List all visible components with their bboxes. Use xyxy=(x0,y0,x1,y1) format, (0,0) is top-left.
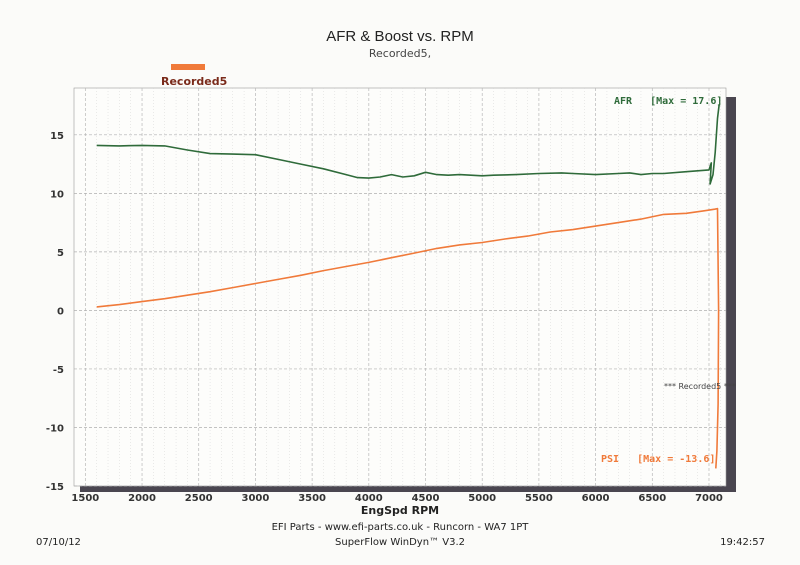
footer-date: 07/10/12 xyxy=(36,537,81,548)
y-tick-label: 15 xyxy=(50,131,64,142)
x-tick-label: 6500 xyxy=(638,493,666,504)
footer-line-2: SuperFlow WinDyn™ V3.2 xyxy=(335,537,465,548)
y-tick-label: -15 xyxy=(46,482,64,493)
x-axis-ticks: 1500 2000 2500 3000 3500 4000 4500 5000 5500 6000… xyxy=(71,493,723,504)
recorded-annotation: *** Recorded5 *** xyxy=(664,382,736,391)
x-tick-label: 5000 xyxy=(468,493,496,504)
legend-label: Recorded5 xyxy=(161,75,227,88)
x-tick-label: 6000 xyxy=(582,493,610,504)
x-tick-label: 2000 xyxy=(128,493,156,504)
x-tick-label: 2500 xyxy=(185,493,213,504)
chart-title: AFR & Boost vs. RPM xyxy=(326,28,474,45)
x-tick-label: 3500 xyxy=(298,493,326,504)
y-tick-label: -5 xyxy=(53,365,64,376)
plot-shadow xyxy=(726,97,736,489)
y-tick-label: 10 xyxy=(50,189,64,200)
y-tick-label: 0 xyxy=(57,306,64,317)
afr-series-label: AFR [Max = 17.6] xyxy=(614,96,722,107)
series-line-psi xyxy=(96,207,720,469)
y-tick-label: 5 xyxy=(57,248,64,259)
footer-time: 19:42:57 xyxy=(720,537,765,548)
plot-area xyxy=(73,87,727,487)
legend-swatch xyxy=(171,64,205,70)
footer-line-1: EFI Parts - www.efi-parts.co.uk - Runcor… xyxy=(272,522,530,533)
series-line-afr xyxy=(96,104,720,185)
x-tick-label: 5500 xyxy=(525,493,553,504)
x-tick-label: 7000 xyxy=(695,493,723,504)
x-tick-label: 4000 xyxy=(355,493,383,504)
plot-shadow-bottom xyxy=(80,486,736,492)
psi-series-label: PSI [Max = -13.6] xyxy=(601,454,715,465)
x-axis-label: EngSpd RPM xyxy=(361,504,439,517)
x-tick-label: 3000 xyxy=(242,493,270,504)
x-tick-label: 1500 xyxy=(71,493,99,504)
chart-subtitle: Recorded5, xyxy=(369,47,431,60)
series-lines xyxy=(96,104,720,469)
y-tick-label: -10 xyxy=(46,423,64,434)
x-tick-label: 4500 xyxy=(412,493,440,504)
y-axis-ticks: 15 10 5 0 -5 -10 -15 xyxy=(46,131,64,493)
